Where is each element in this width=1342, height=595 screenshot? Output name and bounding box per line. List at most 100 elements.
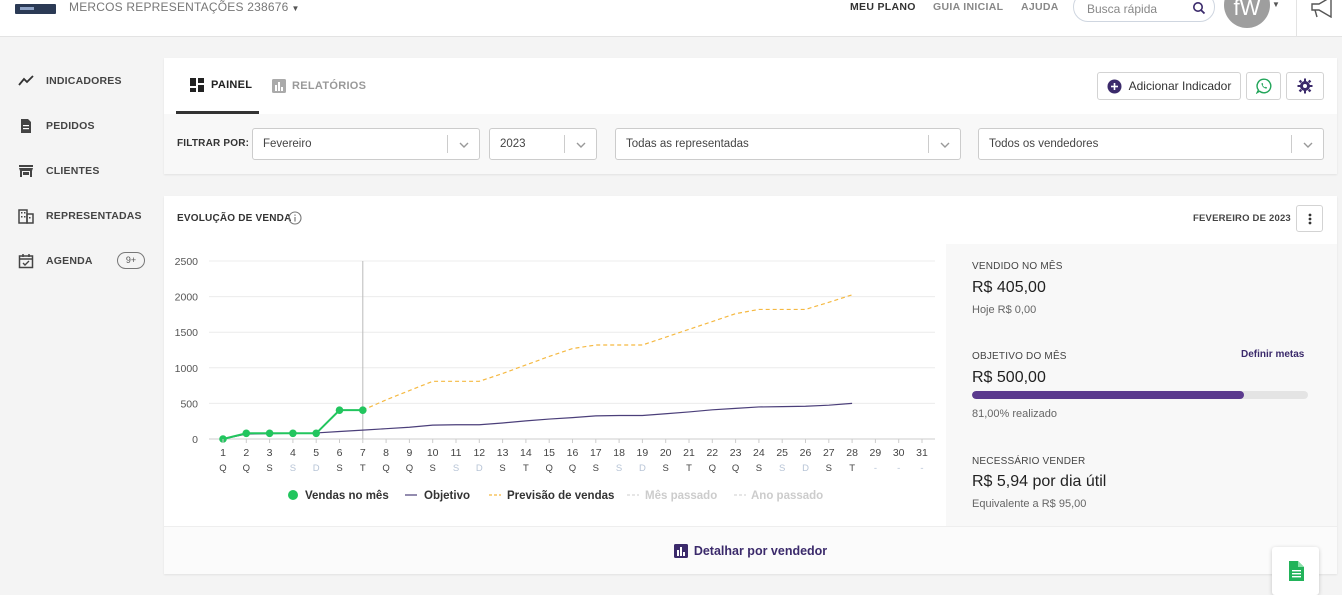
year-value: 2023 bbox=[500, 138, 526, 150]
divider bbox=[928, 135, 929, 153]
sidebar-item-label: INDICADORES bbox=[46, 75, 122, 87]
dashboard-icon bbox=[190, 77, 204, 92]
y-tick-label: 2500 bbox=[175, 256, 199, 268]
x-tick-label: 19 bbox=[637, 447, 649, 459]
weekday-label: S bbox=[663, 463, 669, 474]
objective-label: OBJETIVO DO MÊS bbox=[972, 351, 1067, 362]
x-tick-label: 4 bbox=[290, 447, 296, 459]
company-selector[interactable]: MERCOS REPRESENTAÇÕES 238676 ▼ bbox=[69, 0, 300, 14]
x-tick-label: 20 bbox=[660, 447, 672, 459]
sales-evolution-chart: 0 500 1000 1500 2000 2500 1 Q 2 Q 3 S 4 S 5 D 6 S 7 T 8 Q 9 Q 1… bbox=[175, 256, 935, 502]
series-previsao-de-vendas bbox=[362, 294, 853, 411]
weekday-label: S bbox=[593, 463, 599, 474]
needed-value: R$ 5,94 por dia útil bbox=[972, 473, 1107, 490]
weekday-label: S bbox=[336, 463, 342, 474]
caret-down-icon: ▼ bbox=[291, 4, 300, 13]
objective-progress-bar bbox=[972, 391, 1308, 399]
x-tick-label: 23 bbox=[730, 447, 742, 459]
whatsapp-button[interactable] bbox=[1246, 72, 1281, 100]
sales-evolution-panel: EVOLUÇÃO DE VENDA FEVEREIRO DE 2023 0 500… bbox=[164, 196, 1337, 574]
legend-label: Vendas no mês bbox=[305, 490, 389, 502]
add-indicator-button[interactable]: Adicionar Indicador bbox=[1097, 72, 1241, 100]
document-icon bbox=[21, 119, 31, 133]
mercos-logo[interactable] bbox=[15, 4, 56, 14]
x-tick-label: 13 bbox=[497, 447, 509, 459]
weekday-label: T bbox=[686, 463, 692, 474]
weekday-label: S bbox=[430, 463, 436, 474]
month-select[interactable]: Fevereiro bbox=[252, 128, 480, 160]
user-avatar[interactable]: fW bbox=[1224, 0, 1270, 28]
x-tick-label: 16 bbox=[567, 447, 579, 459]
sidebar-item-clientes[interactable]: CLIENTES bbox=[18, 161, 99, 181]
search-icon[interactable] bbox=[1192, 1, 1206, 15]
store-icon bbox=[19, 165, 33, 177]
tab-label: RELATÓRIOS bbox=[292, 80, 367, 92]
year-select[interactable]: 2023 bbox=[489, 128, 597, 160]
y-tick-label: 2000 bbox=[175, 292, 199, 304]
tab-label: PAINEL bbox=[211, 78, 253, 91]
x-tick-label: 17 bbox=[590, 447, 602, 459]
search-input[interactable] bbox=[1087, 2, 1187, 16]
x-tick-label: 11 bbox=[451, 447, 462, 459]
weekday-label: Q bbox=[709, 463, 716, 474]
x-tick-label: 15 bbox=[543, 447, 555, 459]
weekday-label: Q bbox=[382, 463, 389, 474]
sellers-value: Todos os vendedores bbox=[989, 138, 1099, 150]
tab-painel[interactable]: PAINEL bbox=[176, 58, 259, 114]
weekday-label: D bbox=[313, 463, 320, 474]
weekday-label: Q bbox=[406, 463, 413, 474]
tab-relatorios[interactable]: RELATÓRIOS bbox=[272, 58, 372, 114]
chevron-down-icon bbox=[576, 142, 586, 148]
weekday-label: S bbox=[779, 463, 785, 474]
sidebar-item-indicadores[interactable]: INDICADORES bbox=[18, 71, 122, 91]
weekday-label: Q bbox=[546, 463, 553, 474]
sidebar-item-pedidos[interactable]: PEDIDOS bbox=[18, 116, 94, 136]
caret-down-icon[interactable]: ▼ bbox=[1272, 0, 1280, 9]
x-tick-label: 22 bbox=[706, 447, 718, 459]
weekday-label: Q bbox=[243, 463, 250, 474]
chevron-down-icon bbox=[940, 142, 950, 148]
sidebar-item-representadas[interactable]: REPRESENTADAS bbox=[18, 206, 142, 226]
weekday-label: D bbox=[802, 463, 809, 474]
plus-circle-icon bbox=[1107, 79, 1122, 93]
whatsapp-icon bbox=[1255, 78, 1271, 94]
series-objetivo bbox=[222, 402, 853, 440]
sidebar-item-agenda[interactable]: AGENDA 9+ bbox=[18, 251, 145, 271]
weekday-label: - bbox=[920, 463, 923, 474]
megaphone-icon[interactable] bbox=[1309, 0, 1339, 18]
x-tick-label: 28 bbox=[846, 447, 858, 459]
more-options-button[interactable] bbox=[1296, 205, 1323, 232]
top-bar: MERCOS REPRESENTAÇÕES 238676 ▼ MEU PLANO … bbox=[0, 0, 1342, 37]
company-name: MERCOS REPRESENTAÇÕES 238676 bbox=[69, 0, 289, 14]
represented-select[interactable]: Todas as representadas bbox=[615, 128, 961, 160]
nav-guia-inicial[interactable]: GUIA INICIAL bbox=[933, 1, 1004, 13]
define-goals-link[interactable]: Definir metas bbox=[1241, 349, 1305, 360]
y-tick-label: 1000 bbox=[175, 363, 199, 375]
chevron-down-icon bbox=[459, 142, 469, 148]
settings-button[interactable] bbox=[1286, 72, 1324, 100]
nav-meu-plano[interactable]: MEU PLANO bbox=[850, 1, 916, 13]
progress-text: 81,00% realizado bbox=[972, 408, 1058, 420]
objective-value: R$ 500,00 bbox=[972, 369, 1046, 386]
add-indicator-label: Adicionar Indicador bbox=[1128, 79, 1232, 93]
bar-chart-icon bbox=[673, 543, 688, 558]
weekday-label: Q bbox=[569, 463, 576, 474]
x-tick-label: 26 bbox=[800, 447, 812, 459]
weekday-label: Q bbox=[219, 463, 226, 474]
today-value: Hoje R$ 0,00 bbox=[972, 304, 1037, 316]
sidebar-item-label: AGENDA bbox=[46, 255, 93, 267]
x-tick-label: 12 bbox=[473, 447, 485, 459]
x-tick-label: 31 bbox=[916, 447, 928, 459]
nav-ajuda[interactable]: AJUDA bbox=[1021, 1, 1059, 13]
sales-point bbox=[359, 406, 367, 414]
sellers-select[interactable]: Todos os vendedores bbox=[978, 128, 1324, 160]
detail-by-seller-label: Detalhar por vendedor bbox=[693, 543, 828, 558]
spreadsheet-export-button[interactable] bbox=[1272, 547, 1319, 595]
legend-marker bbox=[288, 490, 298, 500]
info-icon[interactable] bbox=[288, 211, 302, 225]
x-tick-label: 24 bbox=[753, 447, 765, 459]
detail-by-seller-link[interactable]: Detalhar por vendedor bbox=[164, 526, 1337, 574]
quick-search bbox=[1073, 0, 1215, 22]
x-tick-label: 6 bbox=[337, 447, 343, 459]
x-tick-label: 8 bbox=[383, 447, 389, 459]
